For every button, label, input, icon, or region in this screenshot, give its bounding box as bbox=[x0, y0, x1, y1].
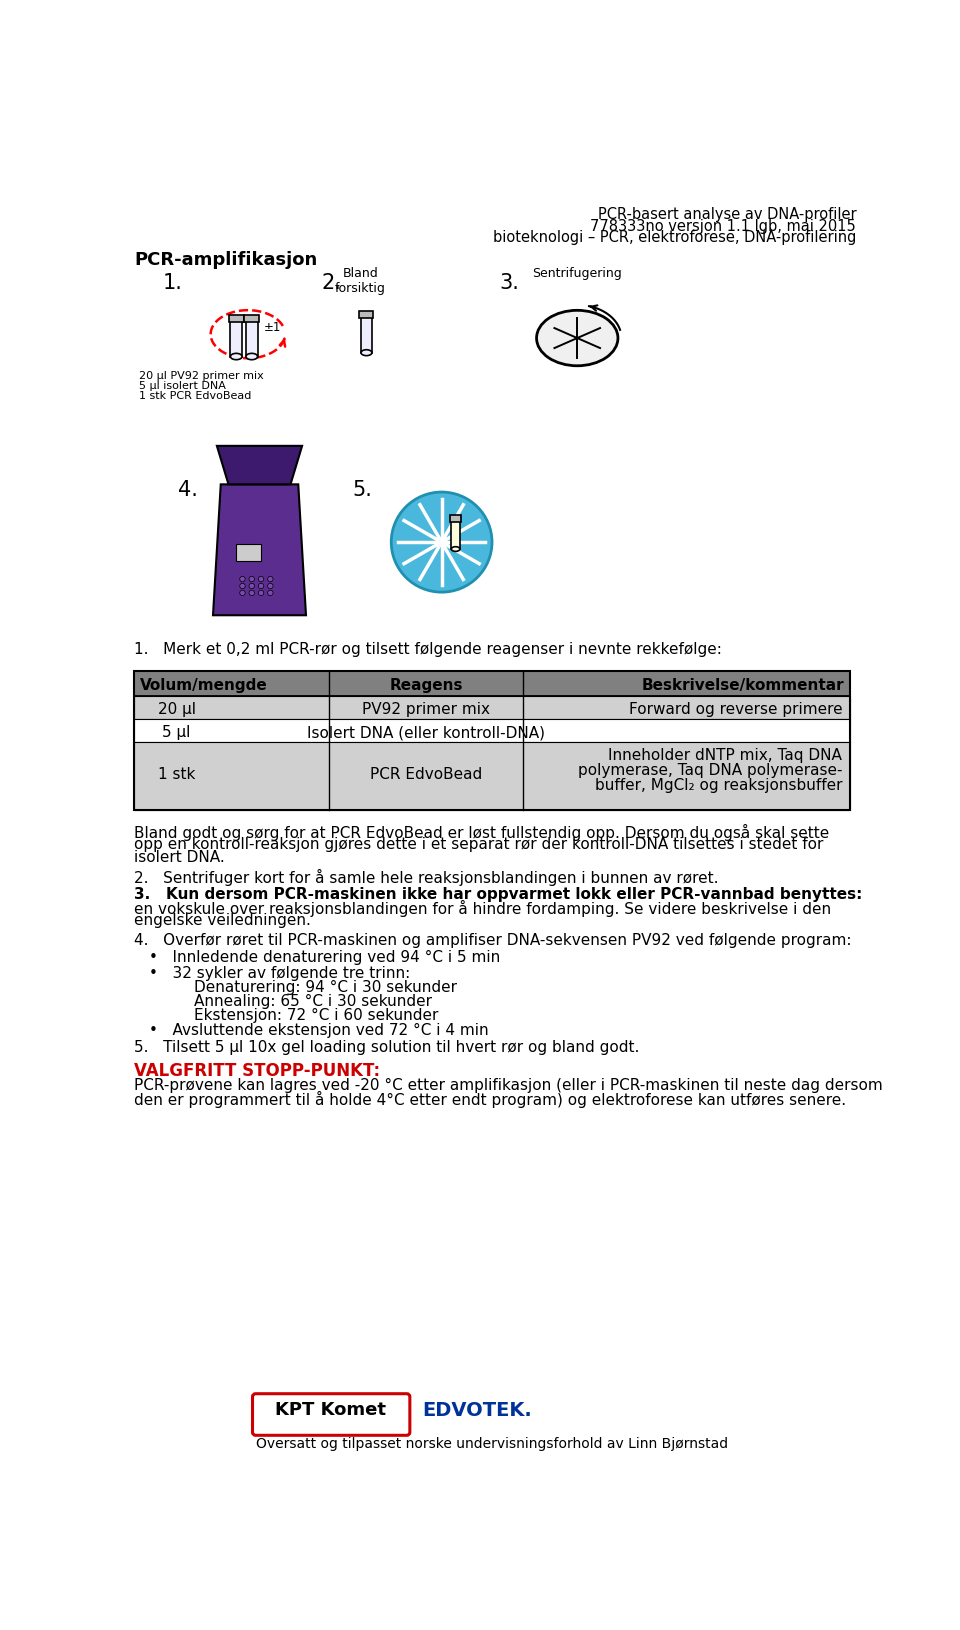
Text: buffer, MgCl₂ og reaksjonsbuffer: buffer, MgCl₂ og reaksjonsbuffer bbox=[595, 778, 842, 792]
Circle shape bbox=[392, 492, 492, 592]
Circle shape bbox=[249, 577, 254, 582]
Bar bbox=[134, 696, 850, 719]
Ellipse shape bbox=[451, 546, 460, 551]
Text: Inneholder dNTP mix, Taq DNA: Inneholder dNTP mix, Taq DNA bbox=[609, 748, 842, 763]
Text: 5.   Tilsett 5 µl 10x gel loading solution til hvert rør og bland godt.: 5. Tilsett 5 µl 10x gel loading solution… bbox=[134, 1040, 639, 1055]
Bar bbox=[228, 315, 244, 321]
Circle shape bbox=[249, 584, 254, 588]
Text: 3.   Kun dersom PCR-maskinen ikke har oppvarmet lokk eller PCR-vannbad benyttes:: 3. Kun dersom PCR-maskinen ikke har oppv… bbox=[134, 887, 904, 901]
Ellipse shape bbox=[361, 350, 372, 355]
Text: 5 µl isolert DNA: 5 µl isolert DNA bbox=[139, 381, 227, 391]
Text: Oversatt og tilpasset norske undervisningsforhold av Linn Bjørnstad: Oversatt og tilpasset norske undervisnin… bbox=[256, 1436, 728, 1451]
Circle shape bbox=[268, 584, 273, 588]
Text: Volum/mengde: Volum/mengde bbox=[140, 678, 268, 693]
Bar bbox=[134, 672, 850, 696]
Text: Sentrifugering: Sentrifugering bbox=[533, 267, 622, 280]
Text: 2.: 2. bbox=[322, 272, 342, 293]
Text: VALGFRITT STOPP-PUNKT:: VALGFRITT STOPP-PUNKT: bbox=[134, 1061, 380, 1079]
Text: 5.: 5. bbox=[352, 481, 372, 500]
Circle shape bbox=[258, 584, 264, 588]
Text: 4.: 4. bbox=[179, 481, 198, 500]
Circle shape bbox=[249, 590, 254, 595]
Text: 20 µl PV92 primer mix: 20 µl PV92 primer mix bbox=[139, 372, 264, 381]
Text: PV92 primer mix: PV92 primer mix bbox=[362, 703, 491, 717]
Text: 1 stk: 1 stk bbox=[157, 768, 195, 782]
Text: •   Avsluttende ekstensjon ved 72 °C i 4 min: • Avsluttende ekstensjon ved 72 °C i 4 m… bbox=[150, 1024, 489, 1038]
Text: Forward og reverse primere: Forward og reverse primere bbox=[629, 703, 842, 717]
Text: 1.   Merk et 0,2 ml PCR-rør og tilsett følgende reagenser i nevnte rekkefølge:: 1. Merk et 0,2 ml PCR-rør og tilsett føl… bbox=[134, 642, 722, 657]
Text: PCR-basert analyse av DNA-profiler: PCR-basert analyse av DNA-profiler bbox=[598, 207, 856, 222]
Text: Bland godt og sørg for at PCR EdvoBead er løst fullstendig opp. Dersom du også s: Bland godt og sørg for at PCR EdvoBead e… bbox=[134, 823, 829, 841]
Text: ±1: ±1 bbox=[264, 321, 281, 334]
Text: •   32 sykler av følgende tre trinn:: • 32 sykler av følgende tre trinn: bbox=[150, 965, 411, 981]
Bar bbox=[450, 515, 462, 522]
Text: EDVOTEK.: EDVOTEK. bbox=[422, 1402, 532, 1420]
Text: •   Innledende denaturering ved 94 °C i 5 min: • Innledende denaturering ved 94 °C i 5 … bbox=[150, 950, 501, 965]
Bar bbox=[246, 316, 257, 357]
Text: Denaturering: 94 °C i 30 sekunder: Denaturering: 94 °C i 30 sekunder bbox=[194, 980, 457, 996]
Circle shape bbox=[240, 590, 245, 595]
Bar bbox=[361, 313, 372, 352]
Ellipse shape bbox=[230, 354, 242, 360]
Bar bbox=[451, 517, 460, 549]
Text: Bland
forsiktig: Bland forsiktig bbox=[335, 267, 386, 295]
Text: Isolert DNA (eller kontroll-DNA): Isolert DNA (eller kontroll-DNA) bbox=[307, 725, 545, 740]
Text: 3.   Kun dersom PCR-maskinen ikke har oppvarmet lokk eller PCR-vannbad benyttes:: 3. Kun dersom PCR-maskinen ikke har oppv… bbox=[134, 887, 862, 901]
Text: polymerase, Taq DNA polymerase-: polymerase, Taq DNA polymerase- bbox=[578, 763, 842, 778]
Text: 4.   Overfør røret til PCR-maskinen og amplifiser DNA-sekvensen PV92 ved følgend: 4. Overfør røret til PCR-maskinen og amp… bbox=[134, 934, 852, 949]
Bar bbox=[134, 672, 850, 810]
Text: 778333no versjon 1.1 lgb, mai 2015: 778333no versjon 1.1 lgb, mai 2015 bbox=[590, 218, 856, 233]
Text: Annealing: 65 °C i 30 sekunder: Annealing: 65 °C i 30 sekunder bbox=[194, 994, 432, 1009]
Text: en vokskule over reaksjonsblandingen for å hindre fordamping. Se videre beskrive: en vokskule over reaksjonsblandingen for… bbox=[134, 900, 831, 918]
Text: PCR EdvoBead: PCR EdvoBead bbox=[370, 768, 482, 782]
FancyBboxPatch shape bbox=[252, 1394, 410, 1436]
Circle shape bbox=[240, 584, 245, 588]
Text: isolert DNA.: isolert DNA. bbox=[134, 851, 225, 866]
Bar bbox=[236, 544, 261, 561]
Text: den er programmert til å holde 4°C etter endt program) og elektroforese kan utfø: den er programmert til å holde 4°C etter… bbox=[134, 1090, 846, 1108]
Text: bioteknologi – PCR, elektroforese, DNA-profilering: bioteknologi – PCR, elektroforese, DNA-p… bbox=[492, 230, 856, 244]
Bar bbox=[359, 311, 373, 318]
Text: KPT Komet: KPT Komet bbox=[276, 1402, 386, 1420]
Circle shape bbox=[268, 577, 273, 582]
Ellipse shape bbox=[246, 354, 257, 360]
Bar bbox=[134, 742, 850, 810]
Text: Reagens: Reagens bbox=[390, 678, 463, 693]
Text: 3.: 3. bbox=[500, 272, 519, 293]
Circle shape bbox=[258, 590, 264, 595]
Text: 5 µl: 5 µl bbox=[162, 725, 191, 740]
Ellipse shape bbox=[537, 310, 618, 365]
Text: engelske veiledningen.: engelske veiledningen. bbox=[134, 913, 311, 927]
Text: PCR-prøvene kan lagres ved -20 °C etter amplifikasjon (eller i PCR-maskinen til : PCR-prøvene kan lagres ved -20 °C etter … bbox=[134, 1077, 882, 1094]
Text: Ekstensjon: 72 °C i 60 sekunder: Ekstensjon: 72 °C i 60 sekunder bbox=[194, 1007, 438, 1024]
Circle shape bbox=[268, 590, 273, 595]
Text: Beskrivelse/kommentar: Beskrivelse/kommentar bbox=[641, 678, 844, 693]
Text: 1 stk PCR EdvoBead: 1 stk PCR EdvoBead bbox=[139, 391, 252, 401]
Text: PCR-amplifikasjon: PCR-amplifikasjon bbox=[134, 251, 317, 269]
Bar bbox=[134, 719, 850, 742]
Text: 1.: 1. bbox=[162, 272, 182, 293]
Circle shape bbox=[258, 577, 264, 582]
Text: 20 µl: 20 µl bbox=[157, 703, 196, 717]
Polygon shape bbox=[213, 484, 306, 615]
Bar bbox=[230, 316, 242, 357]
Polygon shape bbox=[217, 447, 302, 484]
Text: 2.   Sentrifuger kort for å samle hele reaksjonsblandingen i bunnen av røret.: 2. Sentrifuger kort for å samle hele rea… bbox=[134, 869, 718, 885]
Bar bbox=[245, 315, 259, 321]
Text: opp en kontroll-reaksjon gjøres dette i et separat rør der kontroll-DNA tilsette: opp en kontroll-reaksjon gjøres dette i … bbox=[134, 838, 824, 852]
Circle shape bbox=[240, 577, 245, 582]
